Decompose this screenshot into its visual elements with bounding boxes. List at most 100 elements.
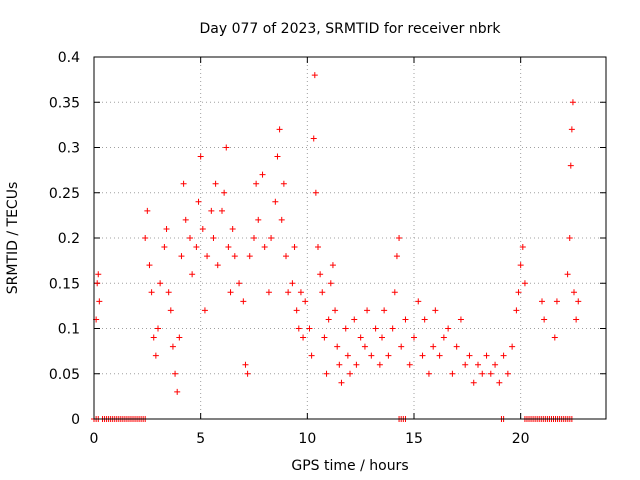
- data-point: [396, 235, 403, 241]
- x-tick-label: 0: [90, 431, 99, 447]
- data-point: [225, 244, 232, 251]
- data-point: [180, 180, 187, 187]
- data-point: [517, 262, 524, 269]
- y-axis-label: SRMTID / TECUs: [5, 182, 21, 295]
- data-point: [509, 343, 516, 350]
- data-point: [475, 361, 481, 368]
- data-point: [142, 235, 149, 241]
- data-point: [411, 334, 417, 341]
- data-point: [174, 388, 181, 395]
- data-point: [187, 235, 193, 241]
- data-point: [261, 244, 268, 251]
- y-tick-label: 0.35: [49, 95, 80, 111]
- data-point: [351, 316, 358, 323]
- data-point: [293, 307, 300, 314]
- data-point: [242, 361, 249, 368]
- data-point: [193, 244, 200, 251]
- data-point: [321, 334, 328, 341]
- data-point: [393, 253, 400, 260]
- data-point: [421, 316, 428, 323]
- data-point: [504, 370, 511, 377]
- data-point: [440, 334, 447, 341]
- y-tick-label: 0.4: [58, 50, 80, 66]
- data-point: [157, 280, 164, 287]
- data-point: [541, 316, 548, 323]
- data-point: [425, 370, 432, 377]
- data-point: [385, 352, 392, 359]
- data-point: [302, 298, 309, 305]
- data-point: [312, 189, 319, 196]
- data-point: [453, 343, 460, 350]
- data-point: [500, 352, 507, 359]
- y-tick-label: 0.05: [49, 367, 80, 383]
- data-point: [567, 162, 574, 169]
- data-point: [539, 298, 545, 305]
- y-tick-label: 0.3: [58, 141, 80, 157]
- data-point: [165, 289, 172, 296]
- data-point: [176, 334, 183, 341]
- data-point: [246, 253, 253, 260]
- data-point: [521, 280, 528, 287]
- x-tick-label: 20: [512, 431, 530, 447]
- x-tick-label: 5: [196, 431, 205, 447]
- data-point: [571, 289, 577, 296]
- data-point: [189, 271, 196, 278]
- data-point: [236, 280, 243, 287]
- data-point: [323, 370, 330, 377]
- data-point: [195, 198, 202, 205]
- data-point: [496, 379, 503, 386]
- data-point: [353, 361, 360, 368]
- data-point: [311, 72, 318, 79]
- data-point: [210, 235, 217, 241]
- data-point: [381, 307, 388, 314]
- data-point: [144, 207, 151, 214]
- data-point: [197, 153, 204, 160]
- plot-frame: [93, 56, 607, 420]
- data-point: [436, 352, 443, 359]
- data-point: [219, 207, 225, 214]
- data-point: [163, 225, 170, 232]
- data-point: [289, 280, 296, 287]
- data-point: [344, 352, 351, 359]
- data-point: [96, 298, 103, 305]
- data-point: [272, 198, 279, 205]
- data-point: [94, 280, 101, 287]
- data-point: [280, 180, 287, 187]
- data-point: [315, 244, 321, 251]
- x-axis-ticks: 0 5 10 15 20: [90, 57, 530, 447]
- data-point: [391, 289, 398, 296]
- data-point: [398, 343, 405, 350]
- data-point: [240, 298, 247, 305]
- data-point: [470, 379, 477, 386]
- y-tick-label: 0.1: [58, 322, 80, 338]
- data-point: [300, 334, 307, 341]
- data-point: [361, 343, 368, 350]
- data-point: [259, 171, 266, 178]
- data-point: [515, 289, 522, 296]
- data-point: [214, 262, 221, 269]
- data-point: [415, 298, 422, 305]
- data-point: [573, 316, 580, 323]
- data-point: [430, 343, 437, 350]
- data-point: [569, 99, 576, 106]
- data-point: [229, 225, 236, 232]
- data-point: [357, 334, 364, 341]
- data-point: [334, 343, 341, 350]
- data-point: [295, 325, 302, 332]
- y-tick-label: 0: [71, 412, 80, 428]
- data-point: [172, 370, 179, 377]
- data-point: [479, 370, 486, 377]
- data-point: [152, 352, 159, 359]
- chart-title: Day 077 of 2023, SRMTID for receiver nbr…: [199, 21, 501, 37]
- data-point: [208, 207, 215, 214]
- data-point: [342, 325, 349, 332]
- data-point: [167, 307, 174, 314]
- data-point: [291, 244, 298, 251]
- data-point: [274, 153, 281, 160]
- data-point: [372, 325, 379, 332]
- y-tick-label: 0.2: [58, 231, 80, 247]
- data-point: [155, 325, 161, 332]
- data-point: [487, 370, 494, 377]
- data-point: [285, 289, 292, 296]
- data-point: [376, 361, 383, 368]
